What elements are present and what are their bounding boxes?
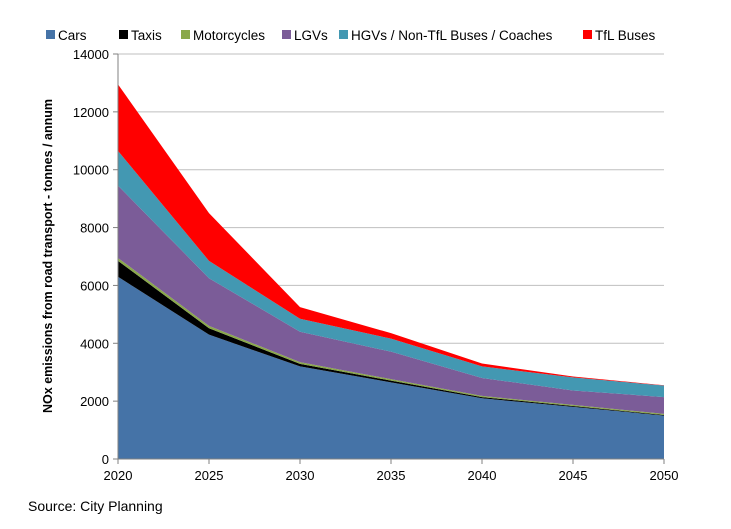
x-tick-label-2045: 2045	[559, 468, 588, 483]
x-tick-label-2030: 2030	[286, 468, 315, 483]
legend: Cars Taxis Motorcycles LGVs HGVs / Non-TfL B…	[46, 28, 656, 43]
y-tick-label-12000: 12000	[73, 105, 109, 120]
y-tick-label-10000: 10000	[73, 163, 109, 178]
y-tick-label-6000: 6000	[80, 278, 109, 293]
area-tfl-buses	[118, 84, 664, 386]
legend-label-tfl-buses: TfL Buses	[595, 28, 656, 43]
legend-label-cars: Cars	[58, 28, 87, 43]
legend-item-motorcycles: Motorcycles	[181, 28, 265, 43]
axes	[113, 53, 665, 464]
y-tick-label-14000: 14000	[73, 47, 109, 62]
legend-item-lgvs: LGVs	[282, 28, 328, 43]
legend-swatch-hgvs-non-tfl-buses-coaches	[339, 30, 348, 39]
stacked-areas	[118, 84, 664, 459]
legend-item-cars: Cars	[46, 28, 87, 43]
area-cars	[118, 276, 664, 459]
y-tick-labels: 0 2000 4000 6000 8000 10000 12000 14000	[73, 47, 109, 467]
legend-label-motorcycles: Motorcycles	[193, 28, 265, 43]
x-tick-label-2035: 2035	[377, 468, 406, 483]
legend-label-hgvs-non-tfl-buses-coaches: HGVs / Non-TfL Buses / Coaches	[351, 28, 553, 43]
x-tick-labels: 2020 2025 2030 2035 2040 2045 2050	[104, 468, 679, 483]
legend-label-taxis: Taxis	[131, 28, 162, 43]
y-tick-label-0: 0	[102, 452, 109, 467]
legend-item-tfl-buses: TfL Buses	[583, 28, 656, 43]
legend-swatch-lgvs	[282, 30, 291, 39]
legend-item-hgvs-non-tfl-buses-coaches: HGVs / Non-TfL Buses / Coaches	[339, 28, 553, 43]
y-axis-title: NOx emissions from road transport - tonn…	[41, 99, 55, 413]
x-tick-label-2025: 2025	[195, 468, 224, 483]
area-lgvs	[118, 185, 664, 414]
legend-swatch-motorcycles	[181, 30, 190, 39]
y-tick-label-4000: 4000	[80, 336, 109, 351]
x-tick-label-2020: 2020	[104, 468, 133, 483]
legend-item-taxis: Taxis	[119, 28, 162, 43]
x-tick-label-2040: 2040	[468, 468, 497, 483]
area-taxis	[118, 260, 664, 416]
y-tick-label-8000: 8000	[80, 221, 109, 236]
y-tick-label-2000: 2000	[80, 394, 109, 409]
legend-swatch-tfl-buses	[583, 30, 592, 39]
area-hgvs-non-tfl-buses-coaches	[118, 150, 664, 398]
legend-label-lgvs: LGVs	[294, 28, 328, 43]
x-tick-label-2050: 2050	[650, 468, 679, 483]
source-note: Source: City Planning	[28, 498, 163, 514]
legend-swatch-cars	[46, 30, 55, 39]
legend-swatch-taxis	[119, 30, 128, 39]
